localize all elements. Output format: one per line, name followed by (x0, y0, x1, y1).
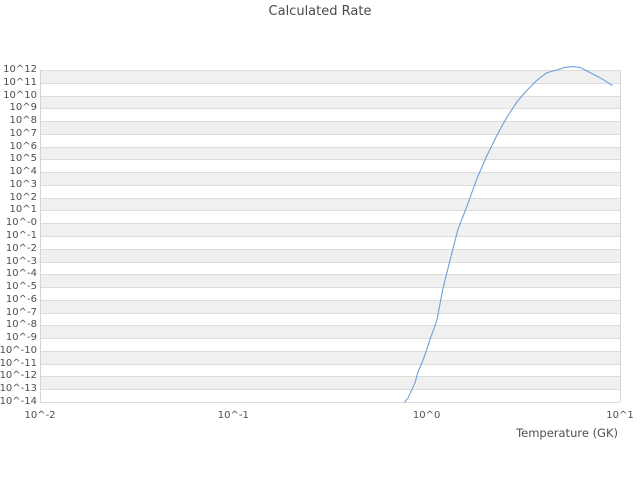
y-tick-label: 10^-11 (0, 357, 37, 369)
y-tick-label: 10^8 (9, 115, 37, 127)
x-tick-label: 10^1 (606, 410, 634, 421)
y-tick-label: 10^-9 (5, 332, 37, 344)
y-tick-label: 10^-8 (5, 319, 37, 331)
y-tick-label: 10^2 (9, 191, 37, 203)
y-tick-label: 10^-3 (5, 255, 37, 267)
gridline (40, 185, 620, 186)
x-axis-title: Temperature (GK) (516, 426, 618, 440)
decade-band (40, 376, 620, 390)
y-tick-label: 10^-13 (0, 383, 37, 395)
gridline (40, 83, 620, 84)
gridline (40, 236, 620, 237)
gridline (40, 159, 620, 160)
x-tick-label: 10^-2 (24, 410, 56, 421)
y-tick-label: 10^3 (9, 178, 37, 190)
y-tick-label: 10^-6 (5, 293, 37, 305)
gridline (40, 147, 620, 148)
gridline (40, 223, 620, 224)
y-tick-label: 10^7 (9, 127, 37, 139)
gridline (40, 134, 620, 135)
plot-edge-line (40, 70, 41, 402)
y-tick-label: 10^12 (3, 64, 37, 75)
gridline (40, 262, 620, 263)
gridline (40, 198, 620, 199)
gridline (40, 325, 620, 326)
y-tick-label: 10^9 (9, 102, 37, 114)
gridline (40, 351, 620, 352)
y-tick-label: 10^-1 (5, 230, 37, 241)
gridline (40, 172, 620, 173)
gridline (40, 300, 620, 301)
y-tick-label: 10^1 (9, 204, 37, 216)
y-tick-label: 10^-5 (5, 281, 37, 293)
gridline (40, 313, 620, 314)
decade-band (40, 223, 620, 236)
decade-band (40, 121, 620, 134)
x-tick-label: 10^-1 (217, 410, 249, 421)
decade-band (40, 70, 620, 83)
gridline (40, 402, 620, 403)
y-tick-label: 10^-14 (0, 396, 37, 407)
gridline (40, 96, 620, 97)
chart-title: Calculated Rate (268, 4, 372, 19)
decade-band (40, 350, 620, 364)
gridline (40, 364, 620, 365)
plot-edge-line (620, 70, 621, 402)
gridline (40, 70, 620, 71)
y-tick-label: 10^10 (3, 89, 37, 101)
gridline (40, 210, 620, 211)
gridline (40, 274, 620, 275)
gridline (40, 389, 620, 390)
decade-band (40, 248, 620, 262)
gridline (40, 108, 620, 109)
gridline (40, 249, 620, 250)
y-tick-label: 10^-2 (5, 242, 37, 254)
y-tick-label: 10^-0 (5, 217, 37, 229)
y-tick-label: 10^6 (9, 140, 37, 152)
x-tick-label: 10^0 (412, 410, 441, 421)
decade-band (40, 146, 620, 160)
gridline (40, 121, 620, 122)
y-tick-label: 10^5 (9, 153, 37, 165)
gridline (40, 338, 620, 339)
y-tick-label: 10^-4 (5, 268, 37, 280)
decade-band (40, 197, 620, 211)
gridline (40, 376, 620, 377)
y-tick-label: 10^11 (3, 76, 37, 88)
y-tick-label: 10^-10 (0, 344, 37, 356)
decade-band (40, 172, 620, 185)
decade-band (40, 95, 620, 109)
decade-band (40, 299, 620, 313)
gridline (40, 287, 620, 288)
y-tick-label: 10^4 (9, 166, 37, 178)
y-tick-label: 10^-7 (5, 306, 37, 318)
y-tick-label: 10^-12 (0, 370, 37, 382)
decade-band (40, 274, 620, 288)
decade-band (40, 325, 620, 339)
